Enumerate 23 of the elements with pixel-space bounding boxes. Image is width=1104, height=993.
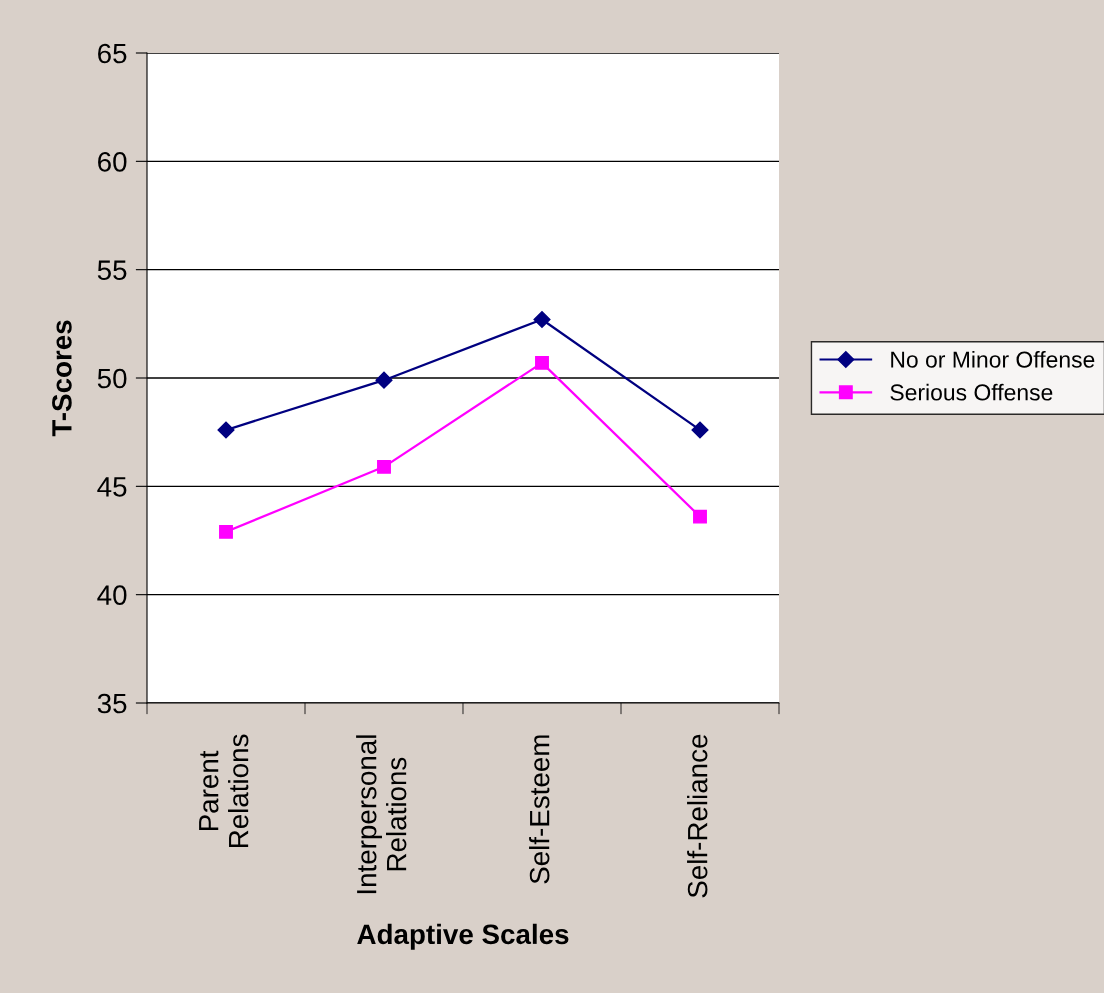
point: [375, 371, 393, 389]
y-tick-label: 65: [98, 43, 127, 64]
point: [219, 524, 233, 539]
point: [535, 355, 549, 370]
x-tick-label: Interpersonal Relations: [356, 735, 407, 894]
point: [691, 421, 709, 439]
legend-label: Serious Offense: [890, 383, 1053, 401]
y-axis-title: T-Scores: [52, 320, 72, 437]
point: [377, 459, 391, 474]
y-tick-label: 45: [97, 477, 127, 497]
point: [217, 421, 235, 439]
x-axis-title: Adaptive Scales: [357, 923, 569, 950]
point: [693, 509, 707, 524]
y-tick-label: 35: [97, 693, 127, 714]
y-tick-label: 40: [97, 585, 127, 606]
x-tick-label: Parent Relations: [199, 734, 249, 848]
point: [533, 310, 551, 329]
x-tick-label: Self-Reliance: [687, 734, 708, 898]
y-tick-label: 55: [97, 260, 127, 281]
legend-label: No or Minor Offense: [891, 350, 1095, 368]
y-tick-label: 60: [98, 152, 127, 172]
y-tick-label: 50: [97, 368, 127, 389]
x-tick-label: Self-Esteem: [529, 735, 550, 884]
